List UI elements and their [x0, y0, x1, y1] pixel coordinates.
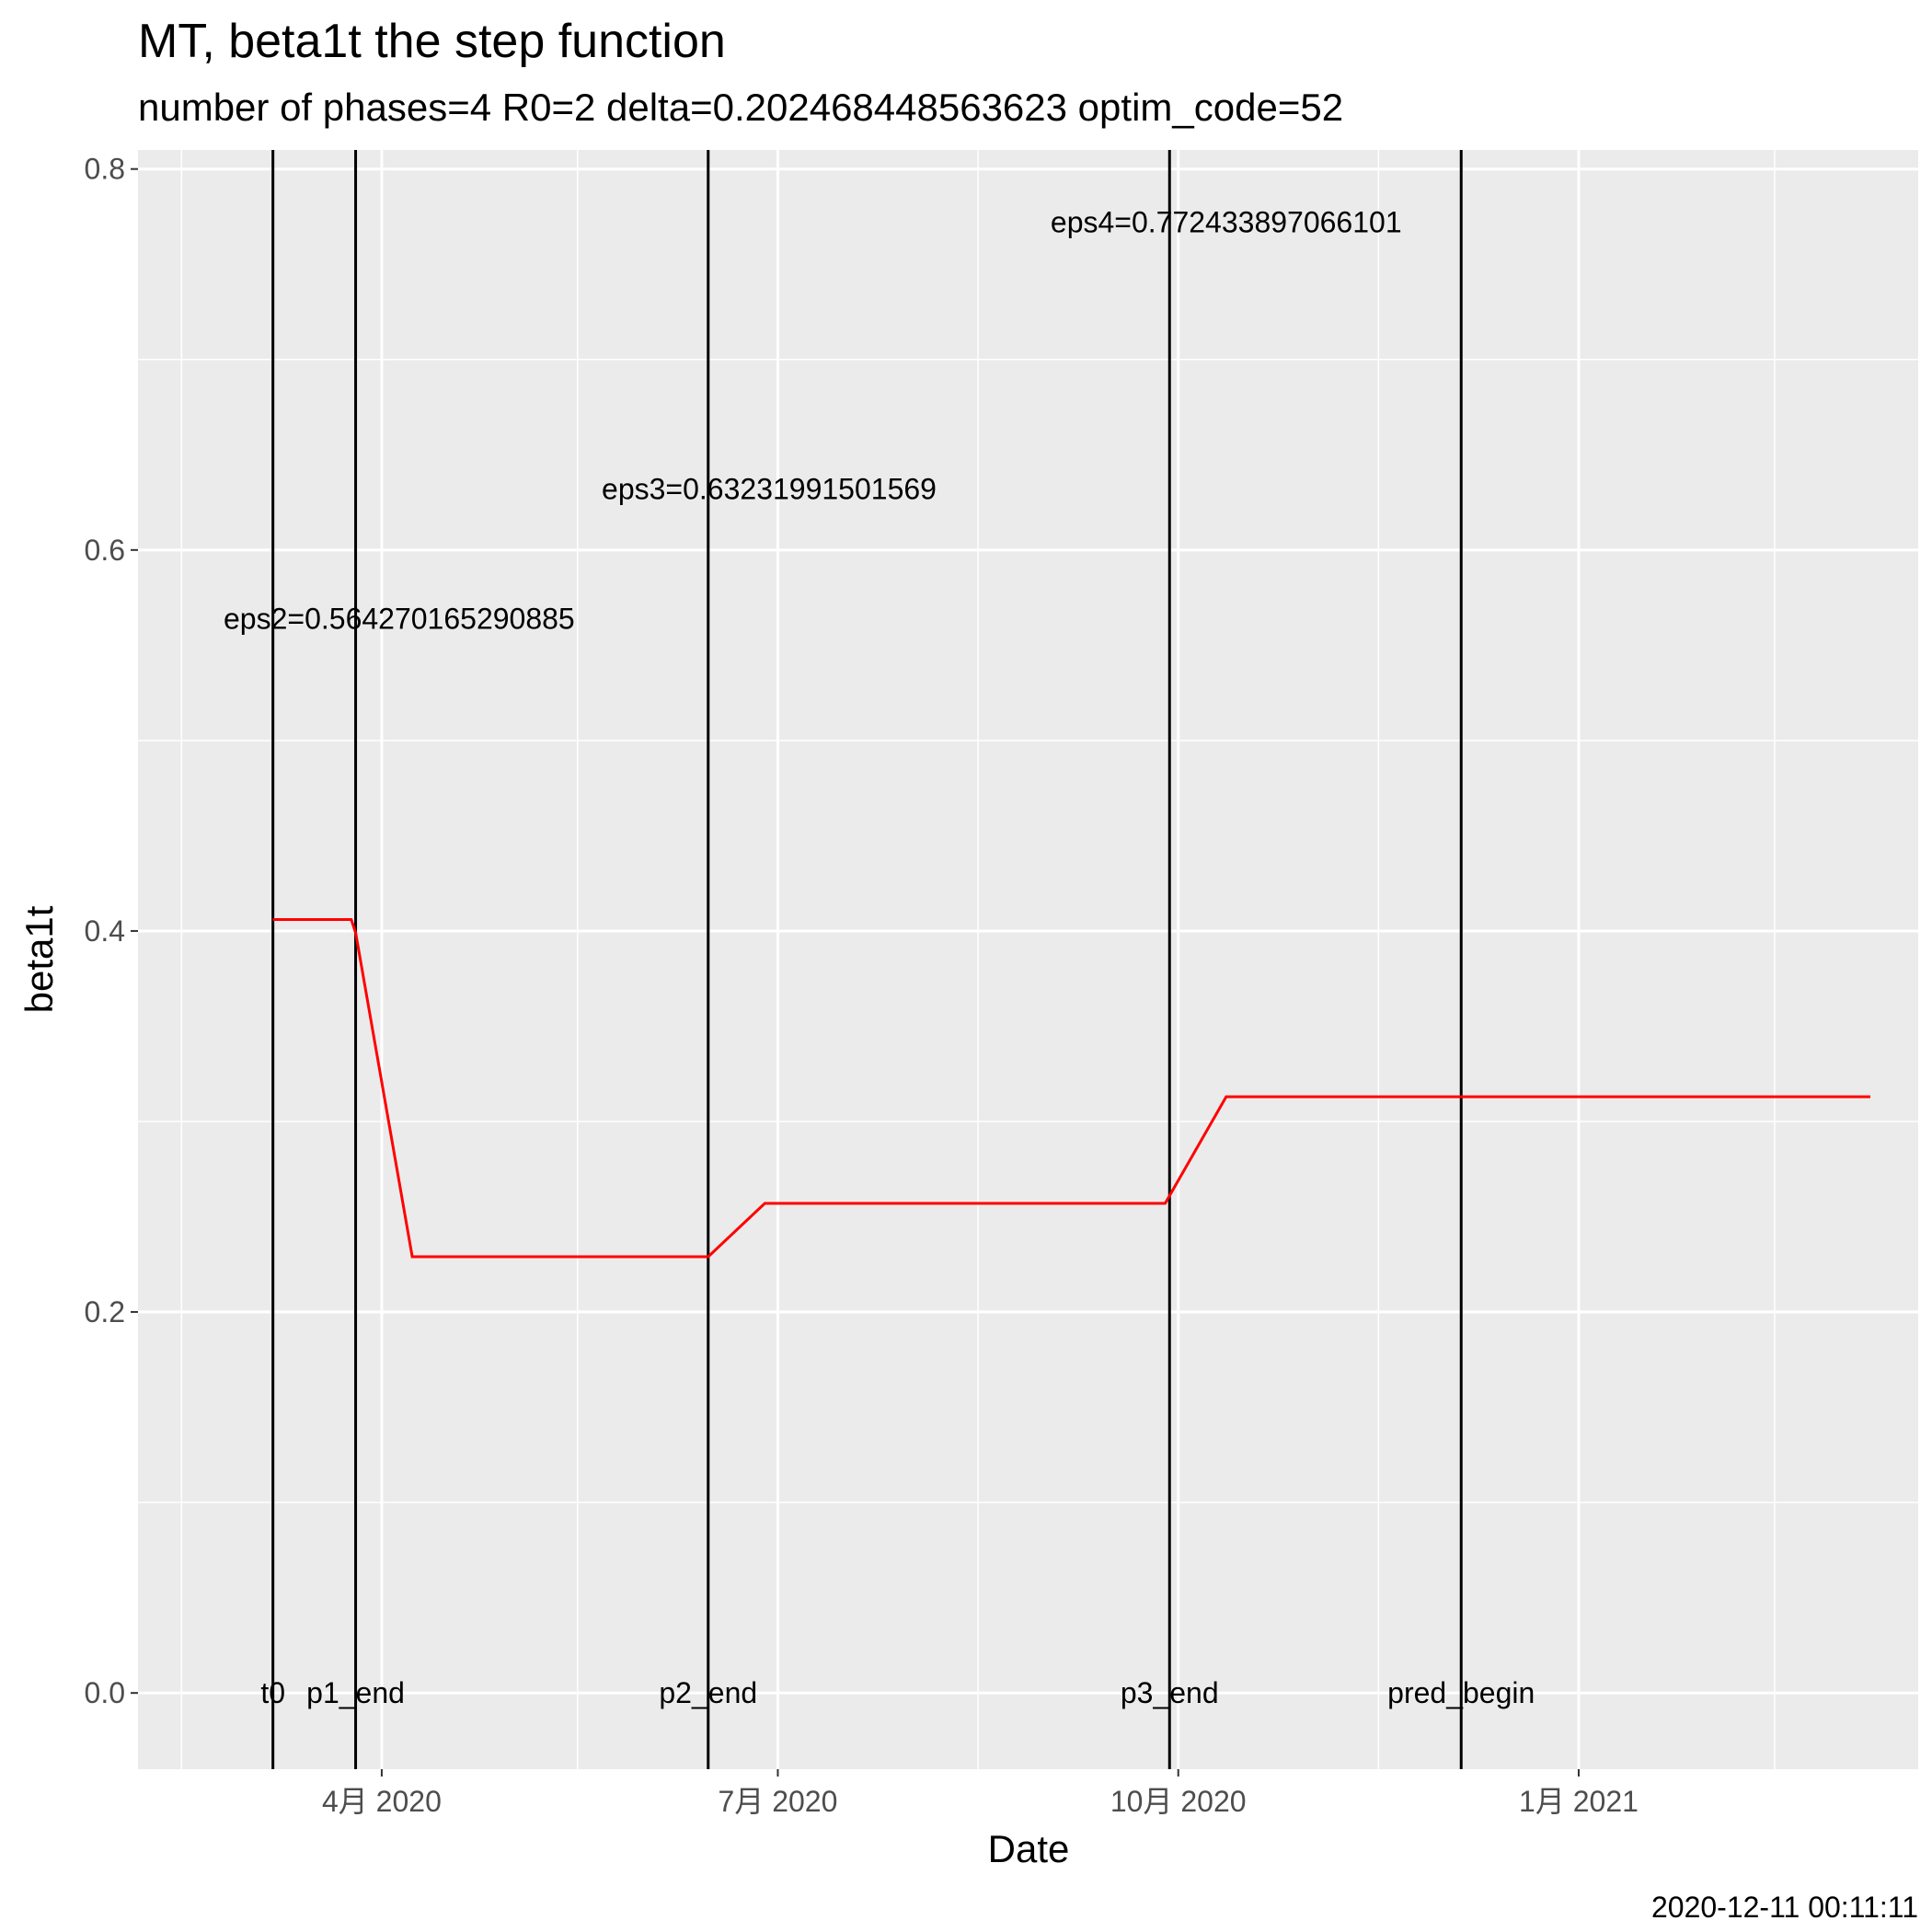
vline-label-p2-end: p2_end: [659, 1676, 757, 1709]
x-tick-label: 1月 2021: [1519, 1785, 1639, 1818]
y-tick-label: 0.0: [85, 1676, 125, 1709]
y-tick-label: 0.8: [85, 153, 125, 186]
x-axis-title: Date: [988, 1827, 1070, 1870]
x-tick-label: 7月 2020: [719, 1785, 838, 1818]
grid-minor: [138, 150, 1918, 1769]
x-axis: 4月 2020 7月 2020 10月 2020 1月 2021: [322, 1769, 1639, 1818]
annotation-eps2: eps2=0.564270165290885: [224, 602, 575, 635]
vline-label-p1-end: p1_end: [306, 1676, 405, 1709]
y-tick-label: 0.4: [85, 914, 125, 948]
y-tick-label: 0.2: [85, 1295, 125, 1328]
chart-title: MT, beta1t the step function: [138, 15, 726, 68]
annotation-eps4: eps4=0.772433897066101: [1051, 206, 1402, 239]
series-line-beta1t: [272, 918, 1870, 1259]
y-axis: 0.0 0.2 0.4 0.6 0.8: [85, 153, 138, 1709]
annotations: eps2=0.564270165290885 eps3=0.63231991501…: [224, 206, 1402, 636]
vline-label-p3-end: p3_end: [1121, 1676, 1219, 1709]
y-tick-label: 0.6: [85, 534, 125, 567]
grid-major: [138, 150, 1918, 1769]
y-axis-title: beta1t: [17, 905, 61, 1013]
x-tick-label: 4月 2020: [322, 1785, 442, 1818]
annotation-eps3: eps3=0.63231991501569: [602, 473, 937, 506]
chart-subtitle: number of phases=4 R0=2 delta=0.20246844…: [138, 86, 1343, 129]
vlines: t0 p1_end p2_end p3_end pred_begin: [260, 150, 1535, 1769]
vline-label-pred-begin: pred_begin: [1387, 1676, 1535, 1709]
vline-label-t0: t0: [260, 1676, 285, 1709]
caption: 2020-12-11 00:11:11: [1651, 1891, 1918, 1924]
plot-panel: [138, 150, 1918, 1769]
series-line: [272, 918, 1870, 1259]
x-tick-label: 10月 2020: [1110, 1785, 1247, 1818]
